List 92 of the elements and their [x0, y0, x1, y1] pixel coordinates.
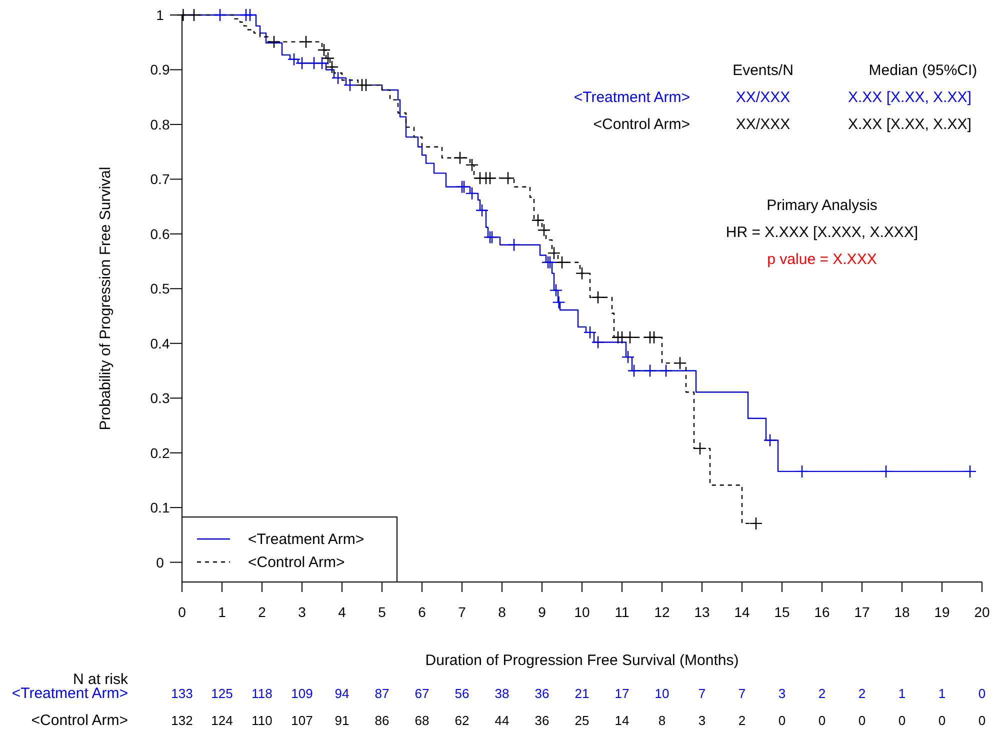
point	[531, 214, 545, 227]
point	[507, 238, 521, 252]
x-tick-label: 16	[814, 604, 830, 620]
point	[647, 330, 661, 344]
point	[483, 171, 497, 185]
x-tick-label: 19	[934, 604, 950, 620]
point	[583, 326, 597, 340]
y-tick-label: 0.4	[150, 335, 170, 352]
y-tick-label: 1	[156, 7, 164, 23]
point	[749, 516, 763, 530]
annotation: XX/XXX	[736, 89, 790, 106]
y-tick-label: 0.1	[150, 500, 170, 516]
x-tick-label: 2	[258, 604, 266, 620]
x-tick-label: 15	[774, 604, 790, 620]
annotation: Primary Analysis	[766, 197, 878, 214]
x-tick-label: 20	[974, 604, 990, 620]
point	[331, 71, 345, 85]
point	[795, 464, 809, 478]
y-tick-label: 0	[156, 554, 164, 570]
point	[552, 296, 566, 309]
point	[879, 464, 893, 478]
x-tick-label: 12	[654, 604, 670, 620]
x-tick-label: 10	[574, 604, 590, 620]
annotation: X.XX [X.XX, X.XX]	[848, 89, 972, 106]
legend-label: <Control Arm>	[248, 554, 345, 571]
x-tick-label: 0	[178, 604, 186, 620]
point	[591, 290, 605, 304]
point	[343, 78, 357, 92]
point	[475, 204, 489, 217]
point	[555, 256, 569, 269]
x-tick-label: 9	[538, 604, 546, 620]
point	[176, 8, 190, 22]
point	[299, 35, 313, 48]
x-tick-label: 5	[378, 604, 386, 620]
point	[267, 35, 281, 48]
x-tick-label: 18	[894, 604, 910, 620]
x-tick-label: 13	[694, 604, 710, 620]
point	[627, 364, 641, 378]
y-tick-label: 0.5	[150, 280, 170, 297]
x-tick-label: 3	[298, 604, 306, 620]
point	[963, 464, 977, 478]
point	[623, 330, 637, 344]
point	[213, 8, 227, 22]
text: 132 124 110 107 91 86 68 62 44 36 25 14 8 3 2 0 0 0 0 0 0	[171, 713, 986, 728]
x-tick-label: 14	[734, 604, 750, 620]
annotation: Events/N	[732, 62, 794, 79]
point	[453, 151, 467, 164]
point	[621, 350, 635, 364]
y-tick-label: 0.3	[150, 390, 170, 406]
point	[537, 223, 551, 237]
point	[501, 171, 515, 185]
point	[575, 266, 589, 280]
y-tick-label: 0.7	[150, 171, 170, 188]
y-axis-title: Probability of Progression Free Survival	[97, 166, 114, 430]
point	[315, 56, 329, 70]
annotation: Median (95%CI)	[868, 62, 978, 79]
point	[659, 364, 673, 378]
point	[591, 336, 605, 349]
x-tick-label: 6	[418, 604, 426, 620]
annotation: HR = X.XXX [X.XXX, X.XXX]	[726, 224, 918, 241]
x-tick-label: 4	[338, 604, 346, 620]
point	[359, 78, 373, 92]
point	[547, 246, 561, 260]
point	[187, 8, 201, 22]
x-tick-label: 17	[854, 604, 870, 620]
point	[465, 158, 479, 172]
text: <Treatment Arm>	[12, 685, 128, 702]
point	[643, 364, 657, 378]
annotation: p value = X.XXX	[767, 251, 877, 268]
point	[763, 434, 777, 447]
point	[673, 356, 687, 370]
text: 133 125 118 109 94 87 67 56 38 36 21 17 10 7 7 3 2 2 1 1 0	[171, 686, 986, 701]
text: <Control Arm>	[31, 712, 128, 729]
point	[243, 8, 257, 22]
x-tick-label: 11	[614, 604, 630, 620]
y-tick-label: 0.2	[150, 444, 170, 461]
x-tick-label: 8	[498, 604, 506, 620]
text: N at risk	[72, 671, 128, 688]
x-tick-label: 1	[218, 604, 226, 620]
x-tick-label: 7	[458, 604, 466, 620]
y-tick-label: 0.9	[150, 62, 170, 78]
y-tick-label: 0.8	[150, 116, 170, 132]
annotation: X.XX [X.XX, X.XX]	[848, 116, 972, 133]
y-tick-label: 0.6	[150, 226, 170, 242]
annotation: XX/XXX	[736, 116, 790, 133]
legend-label: <Treatment Arm>	[248, 531, 364, 548]
point	[693, 442, 707, 456]
annotation: <Treatment Arm>	[574, 89, 690, 106]
point	[325, 60, 339, 74]
annotation: <Control Arm>	[593, 116, 690, 133]
x-axis-title: Duration of Progression Free Survival (Months)	[425, 652, 739, 669]
point	[549, 284, 563, 297]
